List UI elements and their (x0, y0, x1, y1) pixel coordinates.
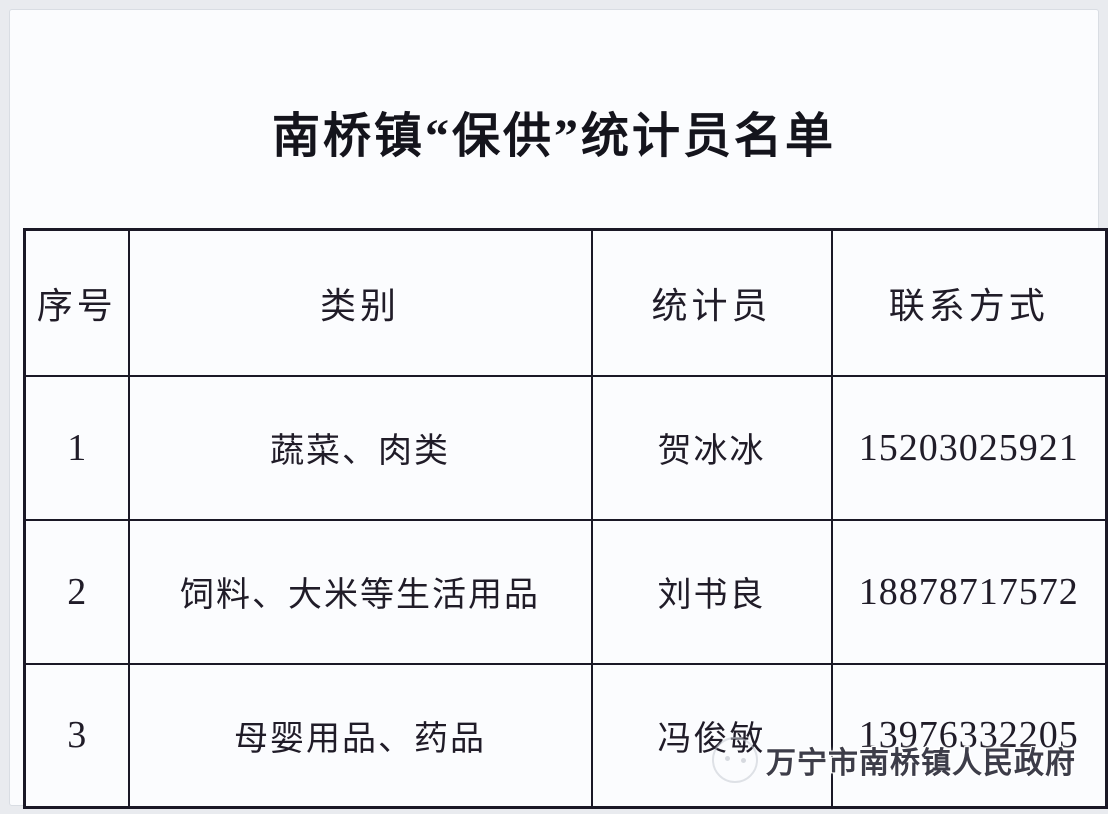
row-number-cell: 2 (23, 518, 130, 665)
table-header-row: 序号 类别 统计员 联系方式 (23, 228, 1108, 377)
category-cell: 饲料、大米等生活用品 (127, 518, 593, 665)
statistician-cell: 刘书良 (590, 518, 833, 665)
statistician-cell: 贺冰冰 (590, 374, 833, 521)
column-header-number: 序号 (23, 228, 130, 377)
statistician-cell: 冯俊敏 (590, 662, 833, 809)
phone-cell: 18878717572 (830, 518, 1108, 665)
phone-cell: 15203025921 (830, 374, 1108, 521)
page-title: 南桥镇“保供”统计员名单 (271, 110, 836, 163)
column-header-statistician: 统计员 (590, 228, 833, 377)
table-row: 1 蔬菜、肉类 贺冰冰 15203025921 (23, 374, 1108, 521)
category-cell: 蔬菜、肉类 (127, 374, 593, 521)
column-header-category: 类别 (127, 228, 593, 377)
table-row: 3 母婴用品、药品 冯俊敏 13976332205 (23, 662, 1108, 809)
statistician-table: 序号 类别 统计员 联系方式 1 蔬菜、肉类 贺冰冰 15203025921 2… (23, 228, 1108, 809)
table-row: 2 饲料、大米等生活用品 刘书良 18878717572 (23, 518, 1108, 665)
document-page: 南桥镇“保供”统计员名单 序号 类别 统计员 联系方式 1 蔬菜、肉类 贺冰冰 … (9, 9, 1108, 809)
row-number-cell: 1 (23, 374, 130, 521)
column-header-contact: 联系方式 (830, 228, 1108, 377)
row-number-cell: 3 (23, 662, 130, 809)
phone-cell: 13976332205 (830, 662, 1108, 809)
category-cell: 母婴用品、药品 (127, 662, 593, 809)
